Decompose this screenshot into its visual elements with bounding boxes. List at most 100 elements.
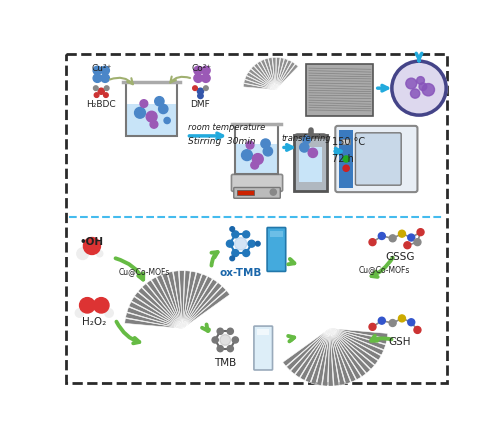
Circle shape <box>232 231 239 238</box>
Circle shape <box>414 239 421 246</box>
Wedge shape <box>276 59 284 91</box>
Wedge shape <box>330 329 366 377</box>
Wedge shape <box>272 58 276 91</box>
Wedge shape <box>290 329 330 375</box>
FancyBboxPatch shape <box>254 326 272 370</box>
Wedge shape <box>251 67 276 91</box>
Wedge shape <box>182 291 230 329</box>
Wedge shape <box>264 59 276 91</box>
Circle shape <box>232 337 238 343</box>
Circle shape <box>227 329 234 335</box>
Wedge shape <box>276 59 288 91</box>
Text: Cu@Co-MOFs: Cu@Co-MOFs <box>358 264 410 273</box>
Text: ox-TMB: ox-TMB <box>220 267 262 277</box>
Wedge shape <box>330 329 388 339</box>
Circle shape <box>417 229 424 236</box>
Text: H₂O₂: H₂O₂ <box>82 316 106 326</box>
Circle shape <box>408 234 414 241</box>
Circle shape <box>422 84 434 97</box>
Circle shape <box>134 108 145 119</box>
Circle shape <box>300 144 309 153</box>
Circle shape <box>398 231 406 237</box>
Circle shape <box>227 346 234 352</box>
Circle shape <box>98 89 104 95</box>
Circle shape <box>94 94 99 98</box>
Wedge shape <box>182 272 196 329</box>
Text: DMF: DMF <box>190 100 210 108</box>
Circle shape <box>406 79 416 90</box>
Text: Cu²⁺: Cu²⁺ <box>91 64 112 72</box>
Circle shape <box>242 151 252 161</box>
Circle shape <box>212 337 218 343</box>
Wedge shape <box>182 283 222 329</box>
Circle shape <box>150 121 158 129</box>
Circle shape <box>77 248 88 260</box>
Circle shape <box>261 140 270 149</box>
Circle shape <box>104 94 108 98</box>
Wedge shape <box>276 65 298 91</box>
Circle shape <box>242 250 250 257</box>
Wedge shape <box>330 329 378 365</box>
FancyBboxPatch shape <box>66 55 447 383</box>
Circle shape <box>104 309 114 318</box>
Wedge shape <box>330 329 361 380</box>
Circle shape <box>96 251 103 257</box>
Wedge shape <box>268 59 276 91</box>
Wedge shape <box>129 302 182 329</box>
Wedge shape <box>276 62 295 91</box>
Wedge shape <box>244 80 276 91</box>
Wedge shape <box>146 280 182 329</box>
Text: 72 h: 72 h <box>332 154 354 164</box>
Circle shape <box>93 75 102 83</box>
Circle shape <box>230 256 234 261</box>
Circle shape <box>389 320 396 327</box>
Wedge shape <box>174 271 182 329</box>
Wedge shape <box>330 329 345 385</box>
Circle shape <box>204 87 208 91</box>
Wedge shape <box>306 329 330 383</box>
FancyBboxPatch shape <box>356 134 401 186</box>
Wedge shape <box>330 329 387 344</box>
Circle shape <box>416 77 424 85</box>
Circle shape <box>270 190 276 196</box>
Wedge shape <box>330 329 374 369</box>
Circle shape <box>94 87 98 91</box>
Wedge shape <box>182 287 226 329</box>
Text: •OH: •OH <box>80 237 104 247</box>
Circle shape <box>93 67 102 76</box>
Text: GSSG: GSSG <box>385 252 414 262</box>
Circle shape <box>256 242 260 247</box>
Wedge shape <box>179 271 184 329</box>
Circle shape <box>198 94 203 99</box>
Wedge shape <box>330 329 356 382</box>
Circle shape <box>220 335 230 345</box>
Wedge shape <box>322 329 330 386</box>
Circle shape <box>146 112 157 123</box>
Circle shape <box>76 309 84 318</box>
Wedge shape <box>254 64 276 91</box>
Circle shape <box>308 149 318 158</box>
FancyBboxPatch shape <box>336 127 417 193</box>
Circle shape <box>198 89 203 95</box>
FancyBboxPatch shape <box>237 191 254 196</box>
FancyBboxPatch shape <box>235 145 278 175</box>
Circle shape <box>343 166 349 172</box>
Wedge shape <box>168 272 182 329</box>
Circle shape <box>378 233 386 240</box>
FancyBboxPatch shape <box>339 131 353 189</box>
Circle shape <box>104 87 109 91</box>
Circle shape <box>230 227 234 232</box>
Circle shape <box>408 319 414 326</box>
Circle shape <box>217 346 224 352</box>
Text: Stirring  30min: Stirring 30min <box>188 137 256 145</box>
Wedge shape <box>330 329 370 373</box>
Wedge shape <box>182 277 212 329</box>
Wedge shape <box>126 313 182 329</box>
FancyBboxPatch shape <box>306 65 374 117</box>
Text: 150 °C: 150 °C <box>332 137 366 147</box>
Wedge shape <box>330 329 350 384</box>
Wedge shape <box>182 274 207 329</box>
Circle shape <box>192 87 198 91</box>
Circle shape <box>378 318 386 325</box>
Text: Cu@Co-MOFs: Cu@Co-MOFs <box>118 266 170 275</box>
